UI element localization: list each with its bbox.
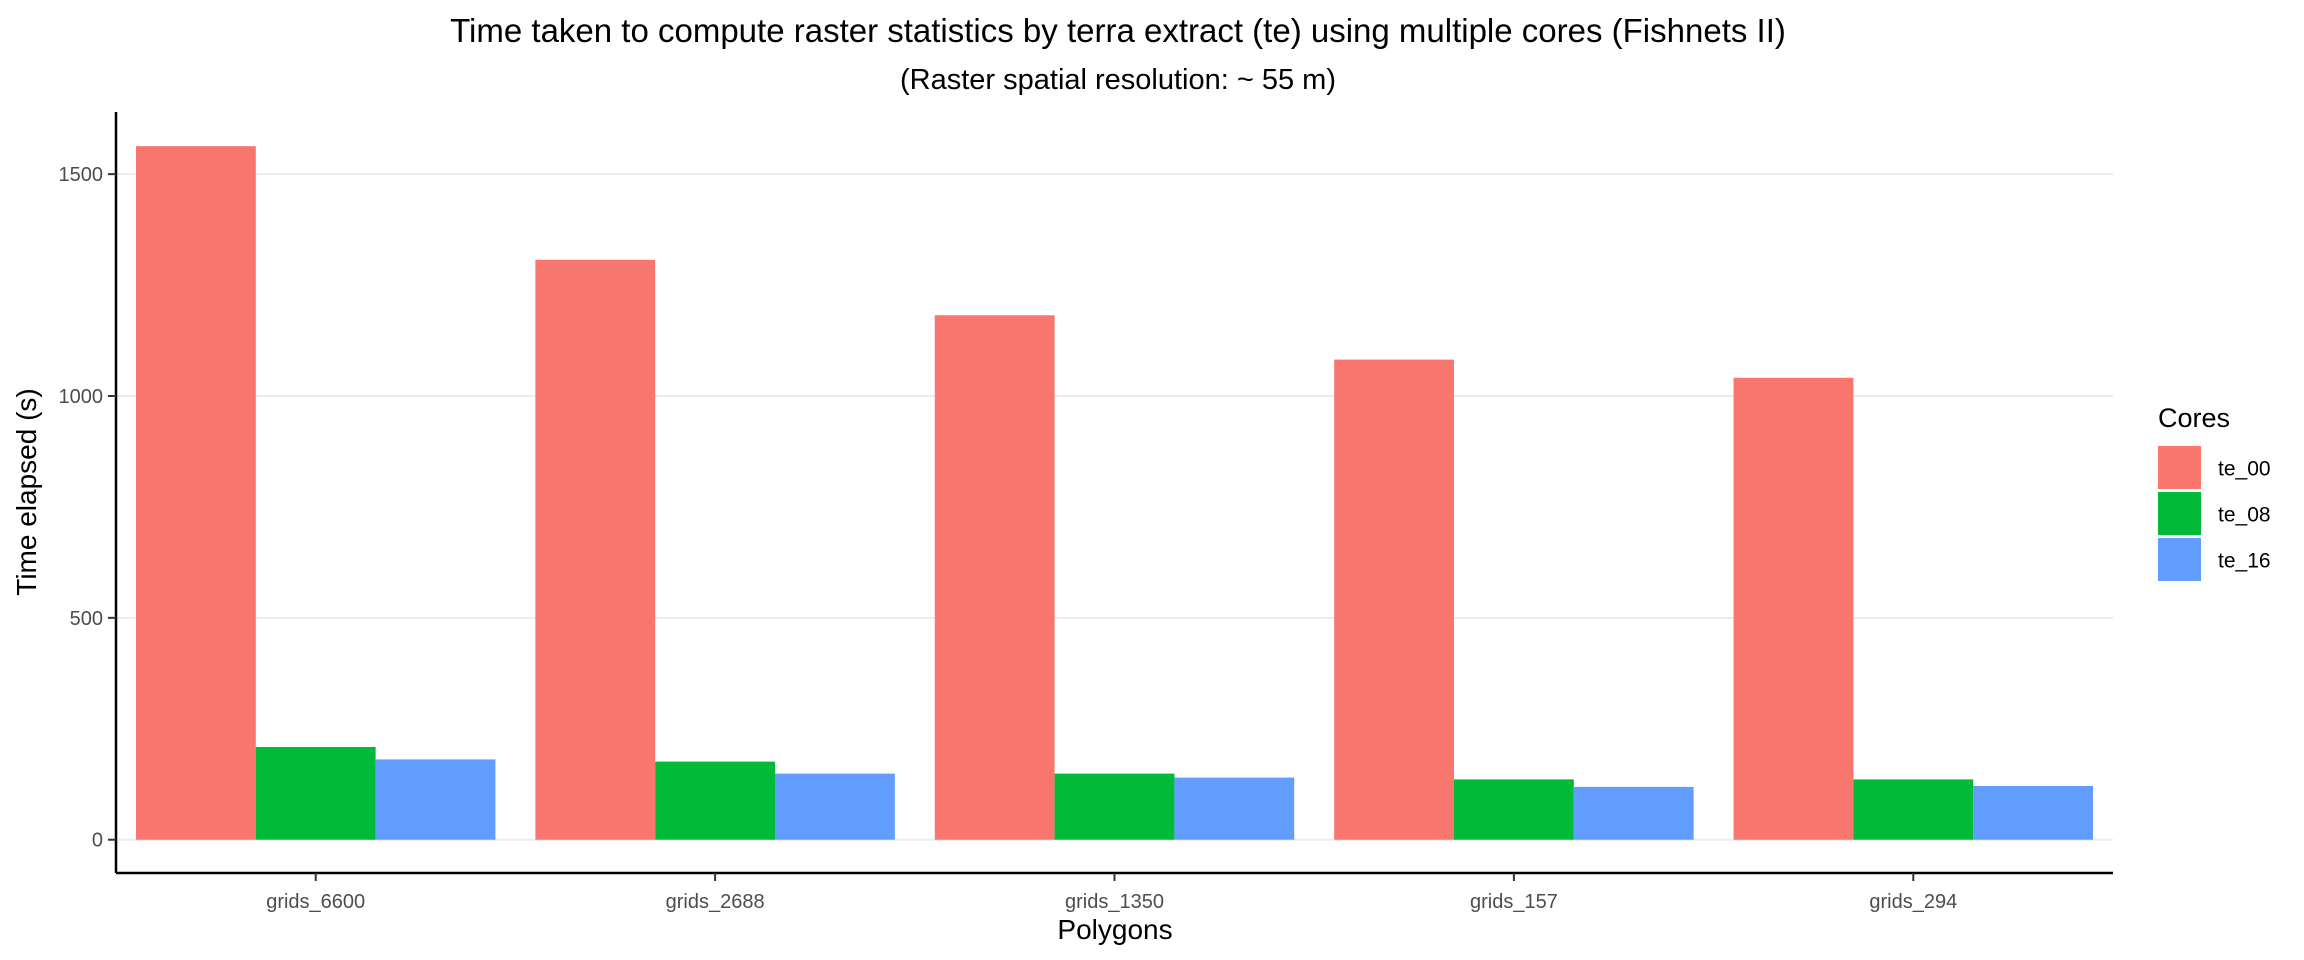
y-axis-title: Time elapsed (s) <box>11 388 42 595</box>
bar-te_16-grids_157 <box>1573 786 1694 840</box>
x-tick-label: grids_6600 <box>266 891 365 913</box>
y-tick-label: 1000 <box>59 386 104 408</box>
bar-te_00-grids_294 <box>1733 377 1854 840</box>
bar-te_00-grids_157 <box>1334 359 1454 840</box>
legend-title: Cores <box>2158 403 2230 433</box>
y-tick-label: 1500 <box>59 164 104 186</box>
x-axis-ticks: grids_6600 grids_2688 grids_1350 grids_157 g… <box>266 873 1957 913</box>
y-tick-label: 500 <box>70 608 103 630</box>
bar-te_08-grids_294 <box>1853 779 1974 840</box>
bar-te_00-grids_1350 <box>934 315 1055 840</box>
legend-key-te_08 <box>2158 492 2201 535</box>
x-tick-label: grids_1350 <box>1065 891 1164 913</box>
x-tick-label: grids_2688 <box>666 891 765 913</box>
legend: Cores te_00 te_08 te_16 <box>2158 403 2271 581</box>
bar-te_08-grids_2688 <box>655 761 776 840</box>
legend-label-te_00: te_00 <box>2218 458 2271 481</box>
y-axis-ticks: 0 500 1000 1500 <box>59 164 116 852</box>
bar-te_16-grids_6600 <box>375 759 496 840</box>
x-tick-label: grids_294 <box>1869 891 1957 913</box>
legend-key-te_00 <box>2158 446 2201 489</box>
legend-label-te_16: te_16 <box>2218 550 2271 573</box>
legend-key-te_16 <box>2158 538 2201 581</box>
bar-te_00-grids_2688 <box>535 259 656 840</box>
x-axis-title: Polygons <box>1057 914 1172 945</box>
chart-title: Time taken to compute raster statistics … <box>450 12 1786 49</box>
x-tick-label: grids_157 <box>1470 891 1558 913</box>
bars <box>135 146 2094 840</box>
bar-te_16-grids_1350 <box>1174 777 1295 840</box>
chart-subtitle: (Raster spatial resolution: ~ 55 m) <box>900 64 1336 96</box>
bar-te_00-grids_6600 <box>135 146 256 840</box>
bar-te_16-grids_294 <box>1973 786 2094 840</box>
y-tick-label: 0 <box>92 830 103 852</box>
bar-te_16-grids_2688 <box>775 773 895 840</box>
bar-te_08-grids_6600 <box>255 746 376 840</box>
legend-label-te_08: te_08 <box>2218 504 2271 527</box>
bar-te_08-grids_157 <box>1453 779 1574 840</box>
bar-te_08-grids_1350 <box>1054 773 1175 840</box>
